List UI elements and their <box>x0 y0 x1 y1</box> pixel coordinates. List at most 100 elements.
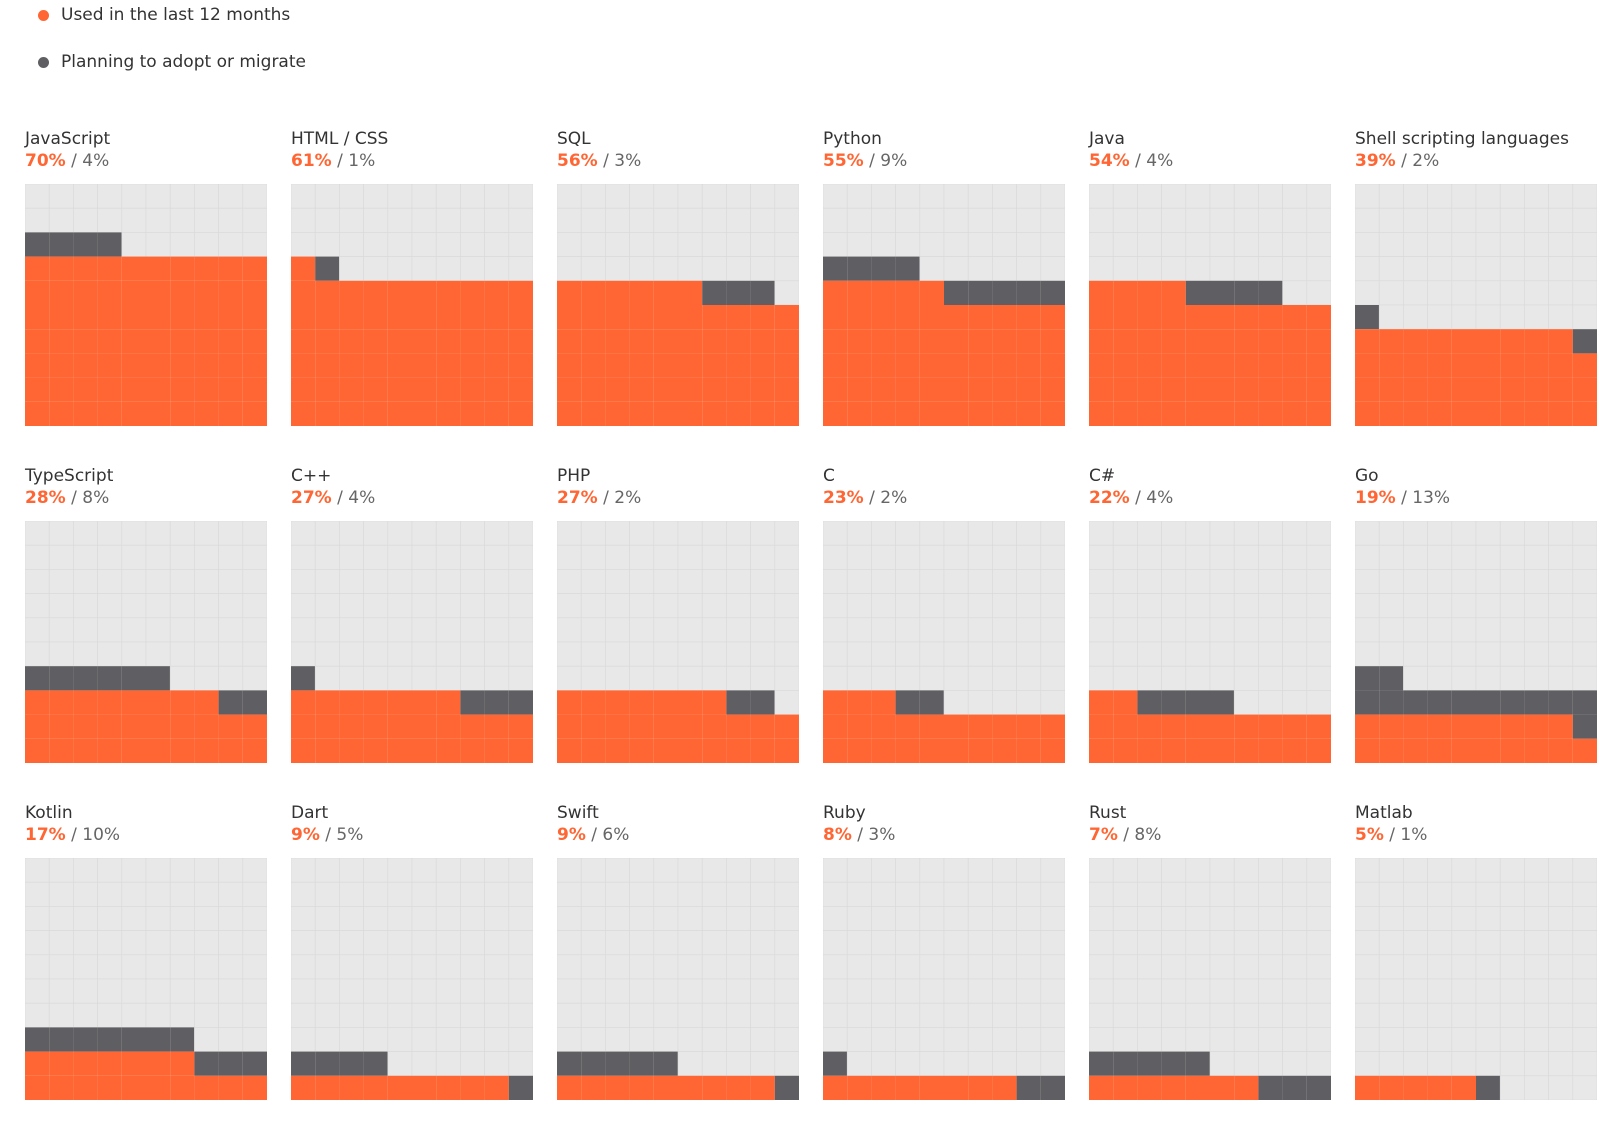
waffle-cell-empty <box>1499 280 1525 306</box>
waffle-cell-empty <box>339 954 364 980</box>
waffle-cell-used <box>919 329 944 354</box>
waffle-cell-used <box>1210 401 1235 426</box>
waffle-cell-used <box>1548 714 1573 739</box>
waffle-cell-used <box>412 329 437 354</box>
waffle-cell-empty <box>1475 544 1501 570</box>
waffle-cell-used <box>557 690 582 715</box>
waffle-cell-empty <box>919 617 945 643</box>
waffle-cell-empty <box>411 232 437 257</box>
waffle-cell-empty <box>1403 1027 1428 1052</box>
waffle-cell-used <box>339 690 364 715</box>
waffle-cell-empty <box>846 665 872 691</box>
waffle-cell-used <box>871 1075 896 1100</box>
waffle-cell-empty <box>629 665 655 691</box>
waffle-cell-used <box>484 353 509 378</box>
waffle-cell-planning <box>146 1027 171 1052</box>
waffle-cell-used <box>1306 305 1331 330</box>
waffle-cell-used <box>944 353 969 378</box>
waffle-cell-used <box>412 305 437 330</box>
waffle-cell-empty <box>194 521 219 546</box>
waffle-cell-used <box>847 353 872 378</box>
waffle-cell-empty <box>1499 184 1525 209</box>
waffle-cell-empty <box>557 641 582 667</box>
waffle-cell-empty <box>992 881 1017 907</box>
waffle-cell-planning <box>242 690 267 715</box>
used-percentage: 22% <box>1089 488 1130 508</box>
waffle-cell-used <box>1379 1075 1404 1100</box>
waffle-cell-used <box>750 353 775 378</box>
waffle-cell-empty <box>1548 954 1574 980</box>
waffle-cell-used <box>557 1075 582 1100</box>
waffle-cell-empty <box>1016 232 1042 257</box>
waffle-cell-used <box>146 1075 171 1100</box>
waffle-cell-empty <box>1378 569 1404 594</box>
waffle-cell-used <box>387 280 412 305</box>
waffle-cell-empty <box>1233 256 1259 282</box>
waffle-cell-used <box>194 256 219 281</box>
panel-values: 17% / 10% <box>25 824 267 846</box>
waffle-cell-empty <box>508 256 533 282</box>
waffle-cell-used <box>750 329 775 354</box>
waffle-cell-empty <box>557 207 582 233</box>
waffle-cell-empty <box>895 232 921 257</box>
panel-values: 22% / 4% <box>1089 487 1331 509</box>
waffle-cell-empty <box>194 1002 219 1028</box>
waffle-cell-used <box>1234 401 1259 426</box>
waffle-cell-planning <box>629 1051 654 1076</box>
waffle-cell-empty <box>1378 544 1404 570</box>
waffle-cell-empty <box>1040 569 1065 594</box>
waffle-cell-used <box>146 714 171 739</box>
waffle-cell-planning <box>194 1051 219 1076</box>
waffle-cell-used <box>944 305 969 330</box>
waffle-cell-empty <box>774 978 799 1004</box>
panel-typescript: TypeScript 28% / 8% <box>25 465 267 763</box>
waffle-cell-empty <box>291 858 316 883</box>
waffle-cell-empty <box>1258 978 1283 1004</box>
waffle-cell-empty <box>1185 665 1211 691</box>
waffle-cell-used <box>97 353 122 378</box>
panel-swift: Swift 9% / 6% <box>557 802 799 1100</box>
waffle-cell-used <box>678 280 703 305</box>
waffle-cell-empty <box>1355 906 1380 931</box>
waffle-cell-empty <box>967 881 993 907</box>
waffle-cell-empty <box>1548 930 1574 956</box>
waffle-cell-empty <box>1378 521 1404 546</box>
waffle-cell-planning <box>1500 690 1525 715</box>
waffle-cell-empty <box>218 1002 244 1028</box>
waffle-cell-empty <box>194 232 219 257</box>
waffle-cell-empty <box>314 906 340 931</box>
waffle-cell-empty <box>774 1051 799 1077</box>
waffle-cell-empty <box>1233 593 1259 619</box>
waffle-cell-empty <box>1282 858 1308 883</box>
waffle-cell-empty <box>701 544 727 570</box>
waffle-cell-empty <box>1499 978 1525 1004</box>
waffle-cell-used <box>774 377 799 402</box>
waffle-cell-used <box>97 377 122 402</box>
waffle-cell-empty <box>242 569 267 594</box>
waffle-cell-empty <box>895 954 921 980</box>
waffle-cell-empty <box>169 544 195 570</box>
waffle-cell-empty <box>460 521 485 546</box>
waffle-cell-used <box>823 377 848 402</box>
waffle-cell-used <box>750 714 775 739</box>
waffle-cell-empty <box>1258 930 1283 956</box>
waffle-cell-empty <box>1112 232 1138 257</box>
waffle-cell-empty <box>557 1027 582 1052</box>
waffle-cell-empty <box>169 881 195 907</box>
waffle-cell-used <box>97 256 122 281</box>
waffle-cell-empty <box>967 1002 993 1028</box>
waffle-cell-used <box>1379 353 1404 378</box>
waffle-cell-empty <box>629 593 655 619</box>
waffle-cell-empty <box>411 521 437 546</box>
waffle-cell-empty <box>1427 1027 1453 1052</box>
waffle-cell-empty <box>1233 1027 1259 1052</box>
waffle-cell-used <box>1282 377 1307 402</box>
waffle-cell-used <box>1161 377 1186 402</box>
waffle-cell-empty <box>1548 1002 1574 1028</box>
waffle-cell-empty <box>1016 978 1042 1004</box>
waffle-cell-empty <box>557 593 582 619</box>
waffle-cell-empty <box>823 930 848 956</box>
waffle-cell-empty <box>435 184 461 209</box>
waffle-cell-empty <box>1233 930 1259 956</box>
waffle-cell-empty <box>145 930 171 956</box>
